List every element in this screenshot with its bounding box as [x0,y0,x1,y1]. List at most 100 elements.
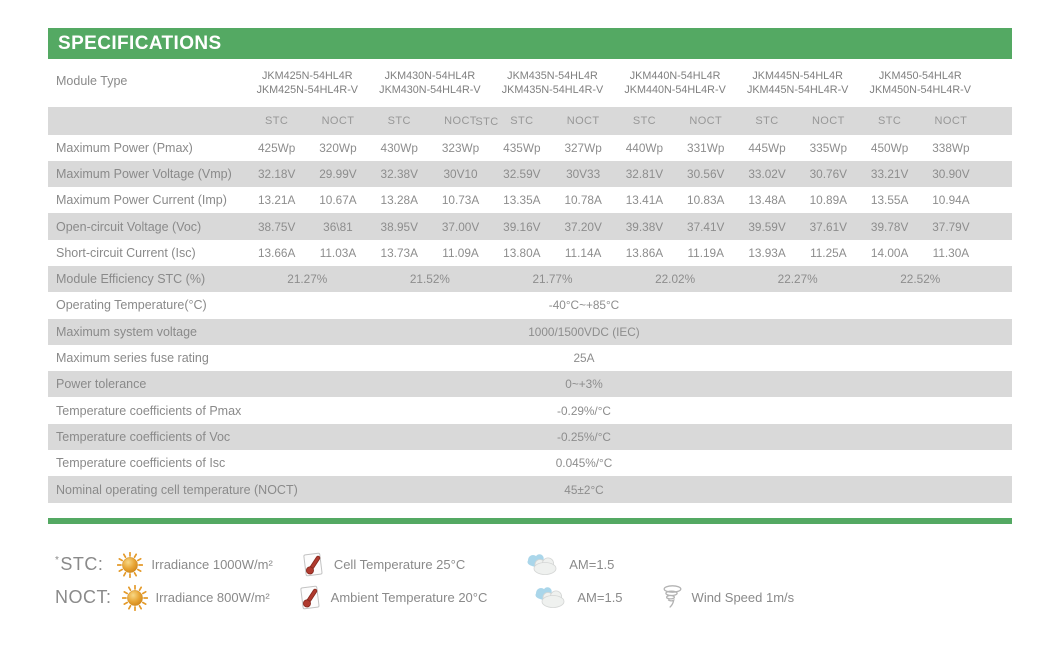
specifications-header-bar: SPECIFICATIONS [48,28,1012,59]
stc-value: 440Wp [625,140,664,155]
module-type-cell: JKM445N-54HL4R JKM445N-54HL4R-V [736,59,859,106]
module-name-line2: JKM445N-54HL4R-V [746,83,849,96]
value-pair: 13.80A 11.14A [491,240,614,266]
stc-value: 39.16V [503,219,541,234]
row-values: 32.18V 29.99V 32.38V 30V10 32.59V 30V33 32.81V… [246,161,982,187]
row-label: Open-circuit Voltage (Voc) [56,219,202,234]
legend-item: Wind Speed 1m/s [661,584,794,611]
noct-value: 36\81 [323,219,353,234]
stc-value: 13.55A [870,193,909,208]
row-label: Power tolerance [56,377,147,392]
row-label: Temperature coefficients of Isc [56,456,226,471]
stc-value: 13.66A [257,245,296,260]
value-pair: 13.41A 10.83A [614,187,737,213]
row-label: Maximum Power Voltage (Vmp) [56,166,232,181]
group-value: 21.77% [532,272,573,287]
row-values: 13.21A 10.67A 13.28A 10.73A 13.35A 10.78A 13.4… [246,187,982,213]
stc-value: 39.78V [870,219,909,234]
value-pair: 13.55A 10.94A [859,187,982,213]
value-pair: 13.21A 10.67A [246,187,369,213]
table-row: Maximum Power Current (Imp) 13.21A 10.67A 1… [48,187,1012,214]
legend-item-text: Ambient Temperature 20°C [330,590,488,605]
noct-legend-key: NOCT: [55,587,112,607]
module-name-line2: JKM440N-54HL4R-V [624,83,726,96]
row-label: Nominal operating cell temperature (NOCT… [56,482,298,497]
group-value: 21.52% [409,272,450,287]
sun-icon [121,584,148,611]
clouds-icon [523,552,561,577]
test-conditions-legend: *STC: Irradiance 1000W/m² Cell Temperatu… [55,548,1035,614]
noct-value: 30.76V [809,166,848,181]
stc-header: STC [878,114,902,127]
stc-legend-row: *STC: Irradiance 1000W/m² Cell Temperatu… [55,548,1035,581]
legend-item: Cell Temperature 25°C [301,551,465,579]
value-pair: 13.35A 10.78A [491,187,614,213]
table-row: Maximum series fuse rating 25A [48,344,1012,372]
stc-legend-key: *STC: [55,554,104,574]
stc-value: 425Wp [257,140,296,155]
stc-header: STC [510,114,534,127]
stc-value: 13.80A [503,245,541,260]
noct-value: 11.30A [932,245,970,260]
bottom-green-divider [48,518,1012,524]
page-title: SPECIFICATIONS [58,32,222,54]
value-pair: 32.38V 30V10 [369,161,492,187]
value-pair: 32.81V 30.56V [614,161,737,187]
module-name-line2: JKM435N-54HL4R-V [501,83,604,96]
single-value: 0.045%/°C [555,456,613,471]
stc-value: 435Wp [503,140,541,155]
noct-value: 10.83A [687,193,725,208]
module-name-line2: JKM425N-54HL4R-V [256,83,358,96]
noct-value: 37.61V [809,219,848,234]
module-type-columns: JKM425N-54HL4R JKM425N-54HL4R-V JKM430N-54… [246,59,982,106]
row-label: Temperature coefficients of Pmax [56,403,242,418]
stc-value: 13.28A [380,193,418,208]
stc-value: 32.18V [257,166,296,181]
table-row: Open-circuit Voltage (Voc) 38.75V 36\81 38.… [48,213,1012,240]
value-pair: 430Wp 323Wp [369,135,492,161]
noct-value: 37.00V [441,219,480,234]
module-name-line1: JKM440N-54HL4R [629,69,721,82]
stc-value: 13.48A [748,193,786,208]
module-type-cell: JKM450-54HL4R JKM450N-54HL4R-V [859,59,982,106]
legend-item-text: Cell Temperature 25°C [333,557,466,572]
noct-value: 30.56V [687,166,725,181]
module-name-line1: JKM445N-54HL4R [752,69,843,82]
value-pair: 13.93A 11.25A [736,240,859,266]
module-name-line2: JKM450N-54HL4R-V [869,83,971,96]
stc-value: 38.75V [257,219,296,234]
table-row: Power tolerance 0~+3% [48,371,1012,398]
row-label: Maximum series fuse rating [56,351,209,366]
noct-value: 30V10 [443,166,478,181]
noct-header: NOCT [444,114,477,127]
noct-value: 37.41V [687,219,725,234]
value-pair: 425Wp 320Wp [246,135,369,161]
value-pair: 39.78V 37.79V [859,213,982,239]
row-label: Operating Temperature(°C) [56,298,207,313]
noct-value: 37.79V [932,219,970,234]
stc-value: 39.38V [625,219,664,234]
noct-value: 11.03A [319,245,357,260]
value-pair: 445Wp 335Wp [736,135,859,161]
stc-value: 430Wp [380,140,418,155]
table-row: Maximum Power Voltage (Vmp) 32.18V 29.99V 3… [48,160,1012,188]
noct-value: 11.09A [442,245,479,260]
thermometer-icon [298,584,323,612]
stc-value: 450Wp [870,140,909,155]
value-pair: 38.75V 36\81 [246,213,369,239]
single-value: -0.29%/°C [557,403,611,418]
single-value: 25A [573,351,595,366]
stc-value: 13.73A [380,245,418,260]
legend-item: Irradiance 1000W/m² [117,551,273,578]
legend-item: Ambient Temperature 20°C [298,584,488,612]
thermometer-icon [301,551,326,579]
row-label: Temperature coefficients of Voc [56,429,231,444]
stc-value: 13.21A [257,193,296,208]
noct-value: 30V33 [566,166,601,181]
value-pair: 32.18V 29.99V [246,161,369,187]
table-row: Temperature coefficients of Voc -0.25%/°C [48,423,1012,451]
stc-header: STC [265,114,289,127]
stc-asterisk: * [55,555,60,566]
group-value: 21.27% [287,272,328,287]
